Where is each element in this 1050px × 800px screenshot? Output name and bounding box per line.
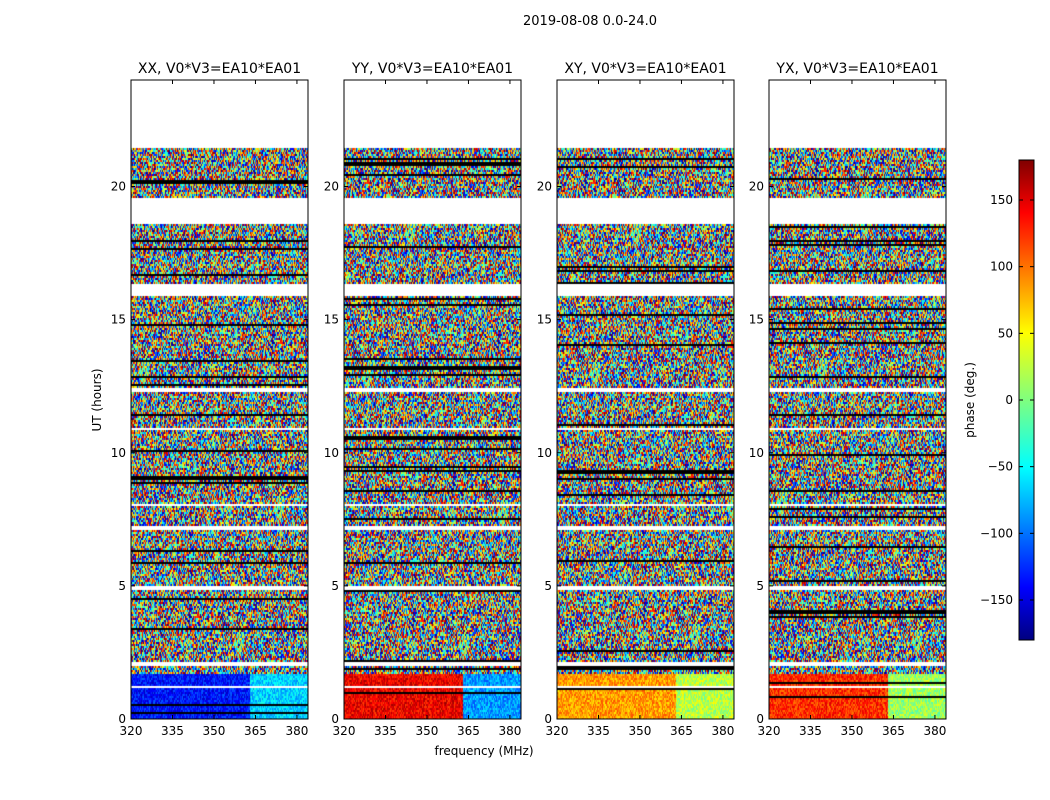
colorbar-tick-label: −100 <box>980 526 1013 540</box>
y-tick-label: 5 <box>544 579 552 593</box>
panel-title: YY, V0*V3=EA10*EA01 <box>351 61 513 77</box>
x-tick-label: 350 <box>629 724 652 738</box>
y-tick-label: 10 <box>324 446 339 460</box>
colorbar-tick-label: 100 <box>990 260 1013 274</box>
panel-title: XX, V0*V3=EA10*EA01 <box>138 61 301 77</box>
panel: YY, V0*V3=EA10*EA01 320 335 350 365 380 0 5 10 15… <box>324 61 522 738</box>
x-tick-label: 380 <box>285 724 308 738</box>
y-tick-label: 20 <box>537 180 552 194</box>
phase-waterfall-image <box>344 80 521 719</box>
panel: XY, V0*V3=EA10*EA01 320 335 350 365 380 0 5 10 15… <box>537 61 735 738</box>
x-tick-label: 335 <box>161 724 184 738</box>
y-tick-label: 20 <box>324 180 339 194</box>
y-tick-label: 5 <box>331 579 339 593</box>
y-tick-label: 10 <box>111 446 126 460</box>
x-tick-label: 380 <box>711 724 734 738</box>
y-tick-label: 15 <box>537 313 552 327</box>
colorbar-tick-label: 50 <box>998 326 1013 340</box>
x-tick-label: 335 <box>587 724 610 738</box>
y-tick-label: 0 <box>118 712 126 726</box>
colorbar-tick-label: 150 <box>990 193 1013 207</box>
panel-frame <box>556 79 735 720</box>
y-tick-label: 5 <box>118 579 126 593</box>
phase-waterfall-image <box>769 80 946 719</box>
y-tick-label: 15 <box>324 313 339 327</box>
x-tick-label: 365 <box>457 724 480 738</box>
colorbar-tick-label: −150 <box>980 593 1013 607</box>
x-tick-label: 350 <box>841 724 864 738</box>
x-tick-label: 380 <box>923 724 946 738</box>
colorbar-label: phase (deg.) <box>963 362 977 438</box>
x-tick-label: 320 <box>546 724 569 738</box>
y-tick-label: 10 <box>537 446 552 460</box>
figure-title: 2019-08-08 0.0-24.0 <box>523 14 657 29</box>
y-tick-label: 20 <box>111 180 126 194</box>
y-tick-label: 15 <box>749 313 764 327</box>
colorbar: 150 100 50 0 −50 −100 −150 phase (deg.) <box>963 159 1035 641</box>
y-tick-label: 15 <box>111 313 126 327</box>
x-tick-label: 320 <box>758 724 781 738</box>
x-tick-label: 350 <box>203 724 226 738</box>
y-tick-label: 5 <box>756 579 764 593</box>
y-tick-label: 0 <box>544 712 552 726</box>
panel-title: XY, V0*V3=EA10*EA01 <box>564 61 726 77</box>
panel-frame <box>768 79 947 720</box>
x-tick-label: 365 <box>670 724 693 738</box>
x-tick-label: 320 <box>120 724 143 738</box>
x-tick-label: 335 <box>799 724 822 738</box>
colorbar-tick-label: 0 <box>1005 393 1013 407</box>
y-tick-label: 10 <box>749 446 764 460</box>
y-tick-label: 0 <box>331 712 339 726</box>
x-axis-label: frequency (MHz) <box>434 744 533 758</box>
phase-waterfall-image <box>131 80 308 719</box>
panel-title: YX, V0*V3=EA10*EA01 <box>775 61 938 77</box>
panel: XX, V0*V3=EA10*EA01 320 335 350 365 380 0 5 10 15… <box>111 61 309 738</box>
x-tick-label: 320 <box>333 724 356 738</box>
panel-frame <box>343 79 522 720</box>
x-tick-label: 380 <box>498 724 521 738</box>
x-tick-label: 365 <box>244 724 267 738</box>
x-tick-label: 335 <box>374 724 397 738</box>
y-tick-label: 0 <box>756 712 764 726</box>
colorbar-tick-label: −50 <box>988 460 1013 474</box>
y-axis-label: UT (hours) <box>90 368 104 431</box>
x-tick-label: 365 <box>882 724 905 738</box>
y-tick-label: 20 <box>749 180 764 194</box>
x-tick-label: 350 <box>416 724 439 738</box>
phase-waterfall-image <box>557 80 734 719</box>
panel-frame <box>130 79 309 720</box>
panel: YX, V0*V3=EA10*EA01 320 335 350 365 380 0 5 10 15… <box>749 61 947 738</box>
